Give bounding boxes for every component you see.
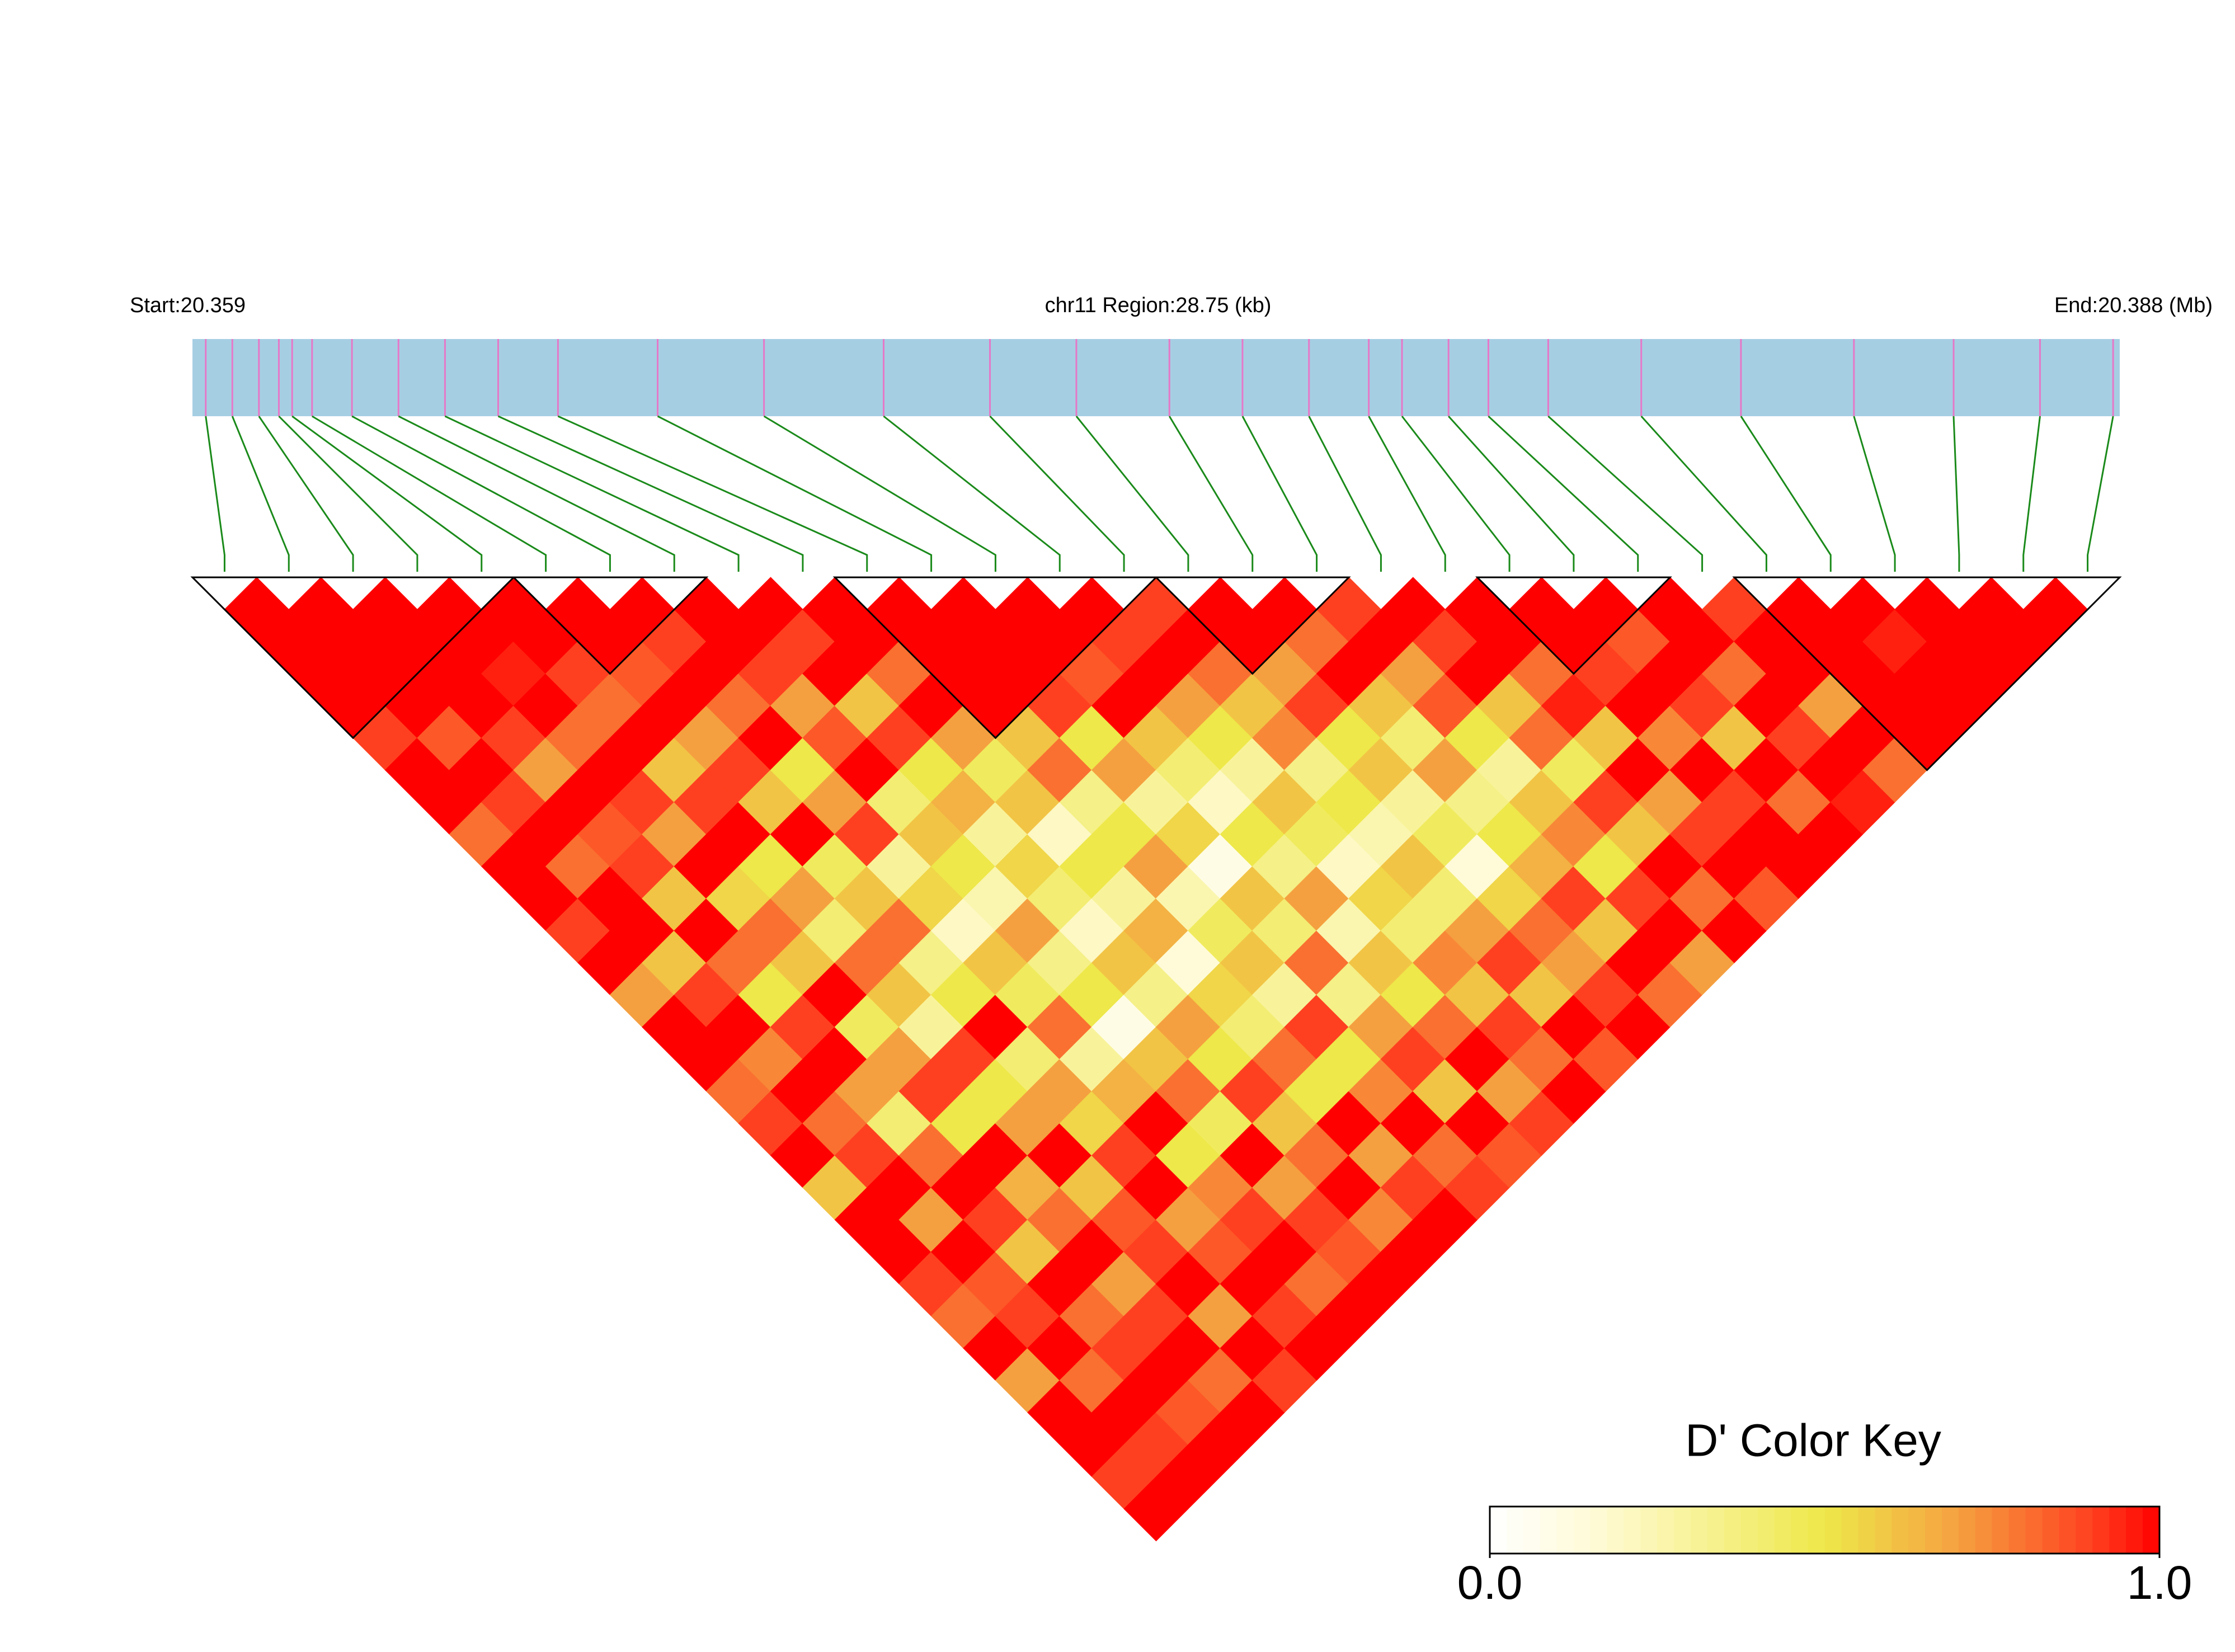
colorbar-step [1958,1507,1976,1554]
colorbar-title: D' Color Key [1685,1415,1941,1466]
colorbar-step [1607,1507,1625,1554]
snp-connector [1241,416,1318,572]
colorbar-step [2126,1507,2144,1554]
colorbar-step [1640,1507,1658,1554]
snp-connector [497,415,804,572]
colorbar-step [1674,1507,1692,1554]
snp-connector [1488,415,1639,572]
region-label: chr11 Region:28.75 (kb) [1045,294,1272,317]
snp-connector [1740,416,1832,572]
colorbar-step [2008,1507,2026,1554]
colorbar-step [1556,1507,1574,1554]
snp-connector [557,415,868,572]
haplotype-block [511,576,709,675]
colorbar-step [1740,1507,1758,1554]
colorbar-step [1875,1507,1893,1554]
colorbar-step [2025,1507,2043,1554]
position-bar [192,339,2120,416]
colorbar-step [1724,1507,1742,1554]
snp-connector [1640,415,1767,572]
snp-connector [763,415,996,572]
colorbar-step [1841,1507,1859,1554]
haplotype-block [832,576,1159,740]
colorbar-step [1540,1507,1558,1554]
colorbar-step [1908,1507,1926,1554]
colorbar-step [1523,1507,1541,1554]
snp-connector [398,415,675,572]
colorbar-step [2092,1507,2110,1554]
haplotype-block [1475,576,1672,675]
colorbar-step [1808,1507,1825,1554]
snp-connector [1168,416,1254,572]
colorbar-step [1941,1507,1959,1554]
snp-connector [312,415,547,572]
snp-connector [657,415,933,572]
snp-connector [883,415,1061,572]
snp-connector [444,415,740,572]
snp-connector [1075,416,1189,572]
snp-connector [291,415,483,572]
colorbar-step [1506,1507,1524,1554]
colorbar-step [1858,1507,1876,1554]
colorbar-frame [1489,1505,2161,1555]
snp-connector [205,416,225,572]
snp-connector [1308,416,1382,572]
colorbar-step [1824,1507,1842,1554]
colorbar-step [2143,1507,2160,1554]
colorbar-step [2059,1507,2077,1554]
snp-connector [1853,416,1896,572]
colorbar-step [1707,1507,1725,1554]
colorbar-step [1791,1507,1809,1554]
snp-connector [1448,415,1575,572]
colorbar-step [1925,1507,1942,1554]
start-label: Start:20.359 [130,294,246,317]
snp-connector [1952,416,1960,572]
colorbar-step [1490,1507,1507,1554]
haplotype-block [1732,576,2122,771]
snp-connector [351,415,611,572]
colorbar-step [1624,1507,1641,1554]
colorbar-tick-label: 1.0 [2127,1556,2192,1609]
snp-connector [231,416,290,572]
colorbar-step [1691,1507,1709,1554]
colorbar-step [1992,1507,2010,1554]
snp-connector [1368,416,1446,572]
colorbar-step [1657,1507,1675,1554]
snp-connector [1547,415,1704,572]
colorbar-step [1975,1507,1993,1554]
colorbar-step [1757,1507,1775,1554]
colorbar-step [1573,1507,1591,1554]
haplotype-block [1154,576,1351,675]
snp-connector [2087,416,2114,572]
colorbar-step [1774,1507,1792,1554]
colorbar-step [2042,1507,2060,1554]
colorbar-step [1590,1507,1608,1554]
snp-connector [989,415,1125,572]
snp-connector [1401,416,1511,572]
colorbar-step [2109,1507,2127,1554]
haplotype-block [190,576,516,740]
colorbar-step [1891,1507,1909,1554]
snp-connector [258,416,354,572]
colorbar-tick-label: 0.0 [1457,1556,1523,1609]
snp-connector [278,415,418,572]
end-label: End:20.388 (Mb) [2054,294,2213,317]
snp-connector [2022,416,2041,572]
colorbar-step [2076,1507,2093,1554]
